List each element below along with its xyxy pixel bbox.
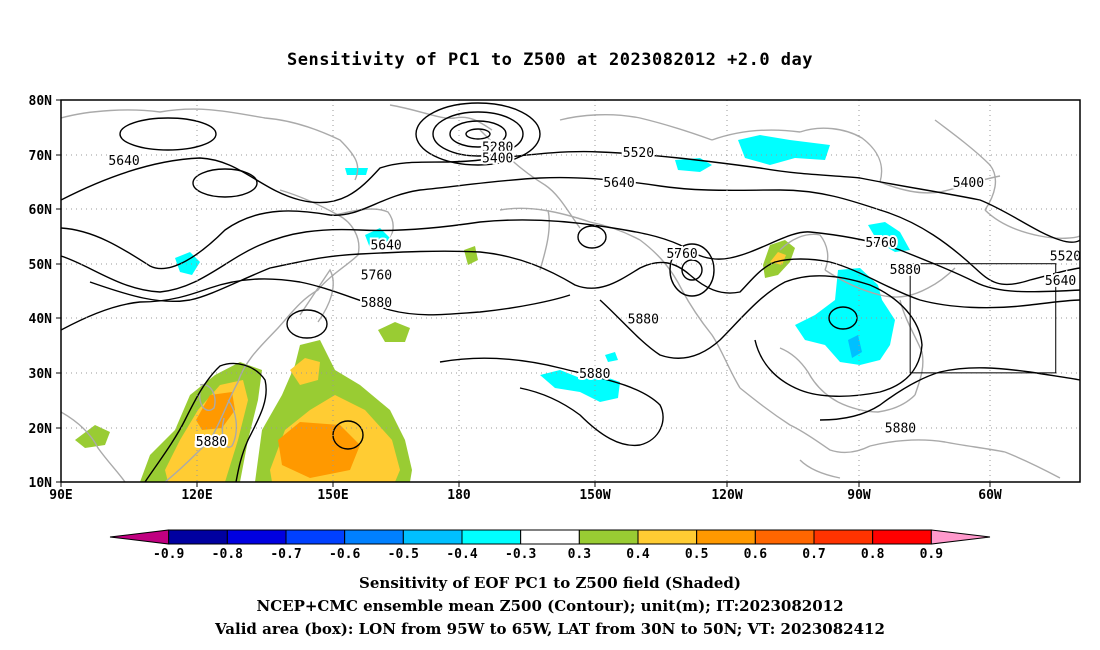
lat-label: 70N xyxy=(29,149,53,164)
colorbar-label: 0.8 xyxy=(861,547,885,562)
colorbar-label: -0.6 xyxy=(329,547,360,562)
contour-label: 5520 xyxy=(623,146,654,161)
caption-line-1: Sensitivity of EOF PC1 to Z500 field (Sh… xyxy=(359,574,741,592)
colorbar-bin xyxy=(637,529,698,545)
plot-frame xyxy=(60,99,1081,483)
caption-line-3: Valid area (box): LON from 95W to 65W, L… xyxy=(215,620,885,638)
lon-label: 60W xyxy=(978,488,1002,503)
grid-lines xyxy=(61,100,1080,482)
colorbar-label: -0.7 xyxy=(270,547,301,562)
colorbar xyxy=(109,529,991,545)
lon-label: 150W xyxy=(579,488,610,503)
colorbar-bin xyxy=(930,529,991,545)
colorbar-label: 0.6 xyxy=(744,547,768,562)
colorbar-label: 0.3 xyxy=(568,547,591,562)
colorbar-bin xyxy=(402,529,463,545)
contour-label: 5880 xyxy=(196,435,227,450)
colorbar-bin xyxy=(344,529,404,545)
contour-label: 5640 xyxy=(108,154,139,169)
contour-label: 5400 xyxy=(953,176,984,191)
contour-label: 5880 xyxy=(579,367,610,382)
lat-label: 40N xyxy=(29,312,53,327)
contour-label: 5640 xyxy=(603,176,634,191)
axis-ticks xyxy=(56,99,991,487)
positive-sensitivity-shading xyxy=(75,240,795,482)
contour-label: 5400 xyxy=(482,151,513,166)
colorbar-label: -0.4 xyxy=(446,547,477,562)
colorbar-bin xyxy=(520,529,580,545)
lon-label: 120W xyxy=(711,488,742,503)
coastlines xyxy=(61,104,1080,482)
lat-label: 50N xyxy=(29,258,53,273)
contour-label: 5760 xyxy=(666,247,697,262)
colorbar-bin xyxy=(872,529,932,545)
contour-label: 5520 xyxy=(1050,250,1081,265)
colorbar-label: 0.9 xyxy=(920,547,943,562)
colorbar-label: 0.4 xyxy=(626,547,650,562)
lat-labels: 80N 70N 60N 50N 40N 30N 20N 10N xyxy=(29,94,53,491)
colorbar-bin xyxy=(226,529,287,545)
contour-label: 5760 xyxy=(361,269,392,284)
colorbar-bin xyxy=(696,529,756,545)
contour-label: 5640 xyxy=(1045,274,1076,289)
colorbar-bin xyxy=(813,529,874,545)
colorbar-label: -0.9 xyxy=(153,547,184,562)
lon-label: 120E xyxy=(181,488,212,503)
colorbar-bin xyxy=(285,529,346,545)
colorbar-bin xyxy=(578,529,639,545)
lon-label: 90E xyxy=(49,488,72,503)
lat-label: 80N xyxy=(29,94,53,109)
lon-labels: 90E 120E 150E 180 150W 120W 90W 60W xyxy=(49,488,1002,503)
colorbar-bin xyxy=(168,529,228,545)
contour-label: 5880 xyxy=(361,296,392,311)
colorbar-label: -0.3 xyxy=(505,547,536,562)
contour-label: 5280 xyxy=(482,140,513,155)
contour-label: 5640 xyxy=(370,239,401,254)
lon-label: 180 xyxy=(447,488,471,503)
lon-label: 150E xyxy=(317,488,348,503)
colorbar-bin xyxy=(109,529,170,545)
colorbar-bin xyxy=(461,529,522,545)
figure-title: Sensitivity of PC1 to Z500 at 2023082012… xyxy=(286,50,813,70)
valid-area-box xyxy=(909,263,1057,374)
colorbar-label: 0.5 xyxy=(685,547,708,562)
colorbar-label: -0.8 xyxy=(212,547,243,562)
lat-label: 20N xyxy=(29,422,53,437)
lat-label: 30N xyxy=(29,367,53,382)
contour-label: 5760 xyxy=(865,236,896,251)
contour-label: 5880 xyxy=(890,263,921,278)
colorbar-label: 0.7 xyxy=(802,547,825,562)
colorbar-label: -0.5 xyxy=(388,547,419,562)
lat-label: 60N xyxy=(29,203,53,218)
caption-line-2: NCEP+CMC ensemble mean Z500 (Contour); u… xyxy=(256,597,844,615)
lon-label: 90W xyxy=(847,488,871,503)
contour-label: 5880 xyxy=(885,421,916,436)
colorbar-labels: -0.9 -0.8 -0.7 -0.6 -0.5 -0.4 -0.3 0.3 0.4 0.5 0.6… xyxy=(153,547,943,562)
colorbar-bin xyxy=(754,529,815,545)
contour-label: 5880 xyxy=(1079,419,1100,434)
contour-label: 5880 xyxy=(628,312,659,327)
lat-label: 10N xyxy=(29,476,53,491)
